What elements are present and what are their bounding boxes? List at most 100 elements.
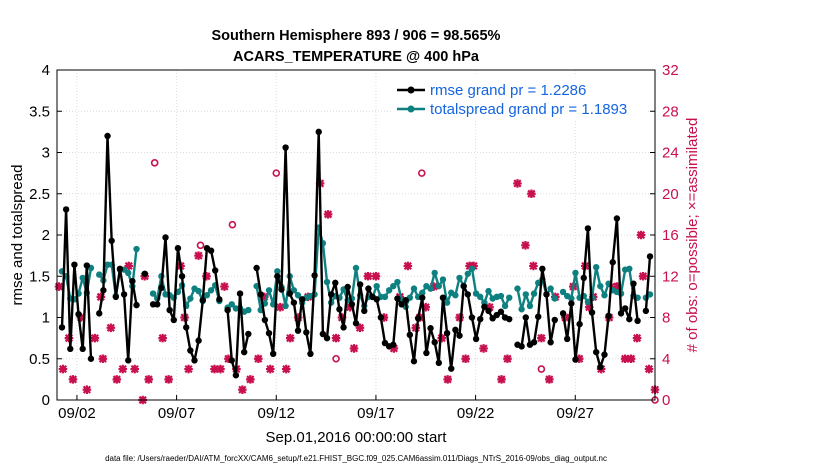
rmse-point bbox=[646, 253, 654, 260]
rmse-point bbox=[170, 316, 177, 324]
y-right-tick-label: 32 bbox=[662, 62, 679, 79]
chart-title: Southern Hemisphere 893 / 906 = 98.565% bbox=[212, 28, 501, 44]
obs-assimilated-marker bbox=[285, 333, 295, 343]
rmse-point bbox=[340, 324, 347, 331]
obs-assimilated-marker bbox=[612, 282, 622, 291]
totalspread-point bbox=[265, 287, 273, 294]
rmse-point bbox=[406, 331, 414, 339]
totalspread-point bbox=[559, 288, 567, 296]
totalspread-point bbox=[274, 268, 281, 275]
totalspread-point bbox=[419, 289, 426, 296]
obs-assimilated-marker bbox=[238, 385, 247, 394]
rmse-point bbox=[282, 144, 289, 151]
rmse-point bbox=[539, 265, 546, 273]
rmse-point bbox=[348, 301, 356, 308]
legend-rmse-marker bbox=[407, 86, 415, 94]
rmse-point bbox=[576, 320, 583, 328]
totalspread-point bbox=[584, 298, 592, 306]
rmse-series bbox=[58, 128, 654, 379]
obs-assimilated-marker bbox=[443, 375, 452, 384]
rmse-point bbox=[158, 284, 165, 291]
totalspread-point bbox=[245, 306, 252, 314]
y-axis-label: rmse and totalspread bbox=[9, 165, 26, 306]
rmse-point bbox=[344, 283, 351, 291]
data-file-footer: data file: /Users/raeder/DAI/ATM_forcXX/… bbox=[105, 454, 607, 463]
rmse-point bbox=[390, 341, 397, 348]
rmse-point bbox=[481, 303, 488, 310]
rmse-point bbox=[601, 351, 608, 358]
y-tick-label: 3.5 bbox=[29, 103, 50, 120]
y-axis-right-label: # of obs: o=possible; ×=assimilated bbox=[684, 118, 701, 353]
obs-assimilated-marker bbox=[158, 333, 167, 343]
obs-assimilated-marker bbox=[485, 302, 494, 312]
obs-assimilated-marker bbox=[503, 354, 512, 364]
y-tick-label: 1 bbox=[42, 310, 50, 327]
rmse-point bbox=[100, 287, 107, 294]
obs-assimilated-marker bbox=[265, 364, 275, 374]
rmse-point bbox=[543, 291, 550, 298]
rmse-point bbox=[613, 215, 621, 222]
totalspread-point bbox=[443, 299, 451, 306]
y-right-tick-label: 28 bbox=[662, 103, 679, 120]
obs-assimilated-marker bbox=[76, 313, 86, 322]
rmse-point bbox=[410, 358, 418, 365]
obs-possible-marker bbox=[272, 169, 281, 177]
y-right-tick-label: 24 bbox=[662, 145, 679, 162]
rmse-point bbox=[228, 357, 235, 364]
rmse-point bbox=[154, 301, 161, 308]
rmse-point bbox=[207, 247, 215, 254]
totalspread-line bbox=[516, 278, 556, 311]
rmse-point bbox=[278, 286, 285, 293]
rmse-point bbox=[472, 335, 480, 343]
obs-assimilated-marker bbox=[411, 323, 421, 333]
obs-assimilated-marker bbox=[421, 302, 431, 312]
x-axis-ticks: 09/02 09/07 09/12 09/17 09/22 09/27 bbox=[58, 395, 594, 422]
rmse-point bbox=[125, 357, 132, 364]
totalspread-point bbox=[207, 287, 215, 294]
rmse-point bbox=[108, 237, 115, 244]
totalspread-point bbox=[464, 270, 472, 277]
rmse-point bbox=[497, 308, 505, 315]
totalspread-point bbox=[456, 274, 463, 282]
rmse-line bbox=[60, 208, 93, 359]
obs-assimilated-marker bbox=[96, 292, 106, 302]
rmse-point bbox=[191, 357, 198, 364]
rmse-point bbox=[224, 306, 231, 314]
rmse-point bbox=[377, 314, 385, 321]
rmse-point bbox=[431, 339, 438, 346]
totalspread-point bbox=[431, 269, 438, 277]
obs-assimilated-marker bbox=[260, 292, 269, 302]
totalspread-point bbox=[452, 292, 459, 299]
rmse-point bbox=[452, 326, 459, 334]
rmse-point bbox=[365, 285, 372, 292]
totalspread-point bbox=[568, 295, 575, 302]
totalspread-point bbox=[149, 290, 157, 297]
rmse-point bbox=[617, 310, 625, 317]
obs-assimilated-marker bbox=[455, 313, 464, 322]
totalspread-point bbox=[547, 285, 554, 292]
rmse-point bbox=[448, 365, 455, 372]
y-right-tick-label: 12 bbox=[662, 268, 679, 285]
obs-assimilated-marker bbox=[644, 364, 654, 374]
rmse-point bbox=[187, 347, 194, 354]
rmse-point bbox=[584, 225, 592, 232]
totalspread-point bbox=[203, 292, 211, 299]
rmse-point bbox=[427, 325, 434, 332]
rmse-point bbox=[568, 300, 575, 307]
obs-assimilated-marker bbox=[389, 344, 399, 353]
x-tick-label: 09/27 bbox=[556, 405, 594, 422]
obs-assimilated-marker bbox=[371, 271, 381, 281]
obs-assimilated-marker bbox=[355, 323, 365, 333]
rmse-point bbox=[605, 312, 612, 320]
rmse-point bbox=[269, 350, 277, 357]
rmse-point bbox=[141, 270, 149, 277]
obs-assimilated-marker bbox=[54, 282, 64, 291]
rmse-point bbox=[419, 294, 426, 301]
totalspread-point bbox=[439, 276, 447, 283]
obs-assimilated-marker bbox=[363, 271, 373, 281]
totalspread-point bbox=[228, 301, 235, 308]
rmse-point bbox=[323, 334, 331, 342]
totalspread-point bbox=[626, 265, 633, 273]
y-tick-label: 2 bbox=[42, 227, 50, 244]
obs-assimilated-marker bbox=[164, 375, 173, 384]
